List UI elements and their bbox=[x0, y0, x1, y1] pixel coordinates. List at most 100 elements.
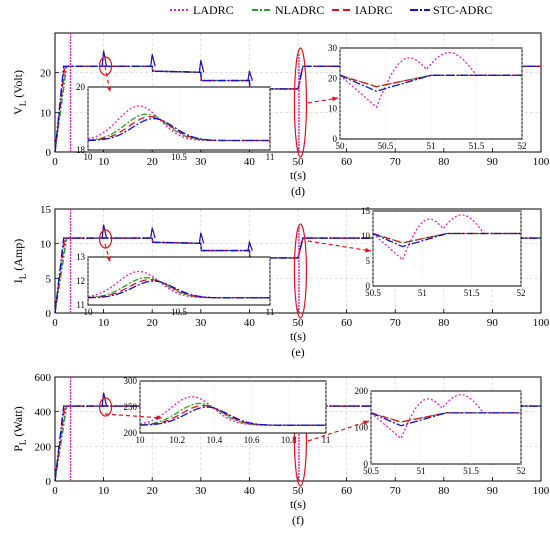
y-tick-label: 0 bbox=[46, 308, 52, 320]
inset-y-tick: 10 bbox=[361, 231, 371, 241]
x-tick-label: 10 bbox=[98, 485, 110, 497]
inset-series-stc-adrc bbox=[139, 406, 326, 426]
inset-y-tick: 100 bbox=[355, 423, 369, 433]
series-bump bbox=[247, 240, 253, 251]
inset-x-tick: 10.5 bbox=[171, 152, 187, 162]
x-tick-label: 90 bbox=[487, 485, 499, 497]
x-axis-label: t(s) bbox=[290, 497, 306, 511]
x-tick-label: 10 bbox=[98, 156, 110, 168]
inset-y-tick: 10 bbox=[328, 104, 338, 114]
series-bump bbox=[101, 392, 108, 407]
panel-3: 0 10 20 30 40 50 60 70 80 90 1000200400600t(s)(f)P… bbox=[11, 372, 550, 527]
x-tick-label: 70 bbox=[390, 485, 402, 497]
zoom-marker bbox=[293, 223, 308, 319]
inset-x-tick: 52 bbox=[517, 288, 526, 298]
inset-x-tick: 51 bbox=[418, 288, 427, 298]
inset-x-tick: 11 bbox=[266, 152, 275, 162]
x-tick-label: 60 bbox=[341, 485, 353, 497]
x-tick-label: 30 bbox=[195, 485, 207, 497]
series-bump bbox=[101, 50, 108, 67]
inset-x-tick: 10 bbox=[84, 307, 94, 317]
inset-x-tick: 10.4 bbox=[207, 435, 223, 445]
inset-y-tick: 20 bbox=[76, 82, 86, 92]
x-tick-label: 70 bbox=[390, 156, 402, 168]
inset-2: 50 50.5 51 51.5 52 0 10 20 30 bbox=[328, 43, 527, 151]
x-tick-label: 0 bbox=[52, 317, 58, 329]
inset-x-tick: 50 bbox=[336, 141, 346, 151]
zoom-arrow-2-head bbox=[365, 247, 371, 253]
inset-series-stc-adrc bbox=[87, 117, 270, 142]
x-tick-label: 0 bbox=[52, 485, 58, 497]
x-tick-label: 90 bbox=[487, 156, 499, 168]
zoom-arrow-1 bbox=[104, 413, 163, 419]
panel-caption: (d) bbox=[291, 184, 305, 198]
x-tick-label: 50 bbox=[293, 317, 305, 329]
inset-frame bbox=[370, 390, 522, 465]
zoom-arrow-2 bbox=[307, 97, 339, 104]
inset-x-tick: 52 bbox=[517, 466, 526, 476]
inset-series-iadrc bbox=[87, 116, 270, 142]
inset-y-tick: 30 bbox=[328, 43, 338, 53]
inset-y-tick: 250 bbox=[124, 402, 138, 412]
x-tick-label: 80 bbox=[438, 317, 450, 329]
x-tick-label: 40 bbox=[244, 156, 256, 168]
zoom-arrow-2-head bbox=[332, 96, 338, 102]
inset-x-tick: 50.5 bbox=[363, 466, 379, 476]
y-tick-label: 15 bbox=[40, 204, 52, 216]
y-tick-label: 400 bbox=[35, 407, 52, 419]
x-tick-label: 30 bbox=[195, 317, 207, 329]
x-tick-label: 30 bbox=[195, 156, 207, 168]
inset-2: 50.5 51 51.5 52 0 100 200 bbox=[355, 386, 526, 476]
legend-label-stc-adrc: STC-ADRC bbox=[433, 3, 492, 17]
inset-1: 10 10.5 11 18 20 bbox=[76, 82, 274, 162]
series-bump bbox=[198, 232, 205, 244]
panel-caption: (e) bbox=[291, 345, 304, 359]
x-tick-label: 20 bbox=[147, 317, 159, 329]
zoom-arrow-2 bbox=[307, 420, 370, 442]
y-tick-label: 20 bbox=[40, 68, 52, 80]
x-tick-label: 60 bbox=[341, 317, 353, 329]
inset-x-tick: 10 bbox=[84, 152, 94, 162]
legend-label-nladrc: NLADRC bbox=[275, 3, 324, 17]
legend-label-ladrc: LADRC bbox=[193, 3, 234, 17]
series-bump bbox=[247, 70, 253, 81]
x-tick-label: 50 bbox=[293, 156, 305, 168]
inset-1: 10 10.2 10.4 10.6 10.8 11 200 250 300 bbox=[124, 376, 331, 445]
inset-y-tick: 12 bbox=[76, 276, 85, 286]
zoom-arrow-2 bbox=[307, 240, 372, 252]
inset-x-tick: 10.5 bbox=[171, 307, 187, 317]
x-tick-label: 20 bbox=[147, 485, 159, 497]
series-bump bbox=[198, 60, 205, 73]
inset-x-tick: 11 bbox=[322, 435, 331, 445]
inset-x-tick: 10.2 bbox=[169, 435, 185, 445]
x-tick-label: 80 bbox=[438, 485, 450, 497]
y-axis-label: PL (Watt) bbox=[11, 406, 28, 452]
series-bump bbox=[101, 224, 108, 239]
inset-frame bbox=[372, 210, 522, 287]
zoom-arrow-2-head bbox=[363, 420, 369, 425]
inset-series-stc-adrc bbox=[370, 412, 521, 427]
x-tick-label: 70 bbox=[390, 317, 402, 329]
inset-1: 10 10.5 11 11 12 13 bbox=[76, 252, 274, 317]
inset-y-tick: 0 bbox=[366, 281, 371, 291]
x-tick-label: 100 bbox=[533, 317, 550, 329]
inset-y-tick: 5 bbox=[366, 256, 371, 266]
y-axis-label: IL (Amp) bbox=[11, 239, 28, 284]
inset-y-tick: 300 bbox=[124, 376, 138, 386]
x-tick-label: 90 bbox=[487, 317, 499, 329]
x-tick-label: 40 bbox=[244, 317, 256, 329]
inset-y-tick: 200 bbox=[355, 386, 369, 396]
x-tick-label: 80 bbox=[438, 156, 450, 168]
y-tick-label: 5 bbox=[46, 273, 52, 285]
series-stc-adrc bbox=[54, 65, 541, 153]
x-axis-label: t(s) bbox=[290, 329, 306, 343]
panel-caption: (f) bbox=[292, 513, 304, 527]
y-tick-label: 0 bbox=[46, 476, 52, 488]
inset-y-tick: 18 bbox=[76, 145, 86, 155]
inset-series-stc-adrc bbox=[87, 280, 270, 299]
zoom-arrow-1-head bbox=[156, 415, 162, 420]
